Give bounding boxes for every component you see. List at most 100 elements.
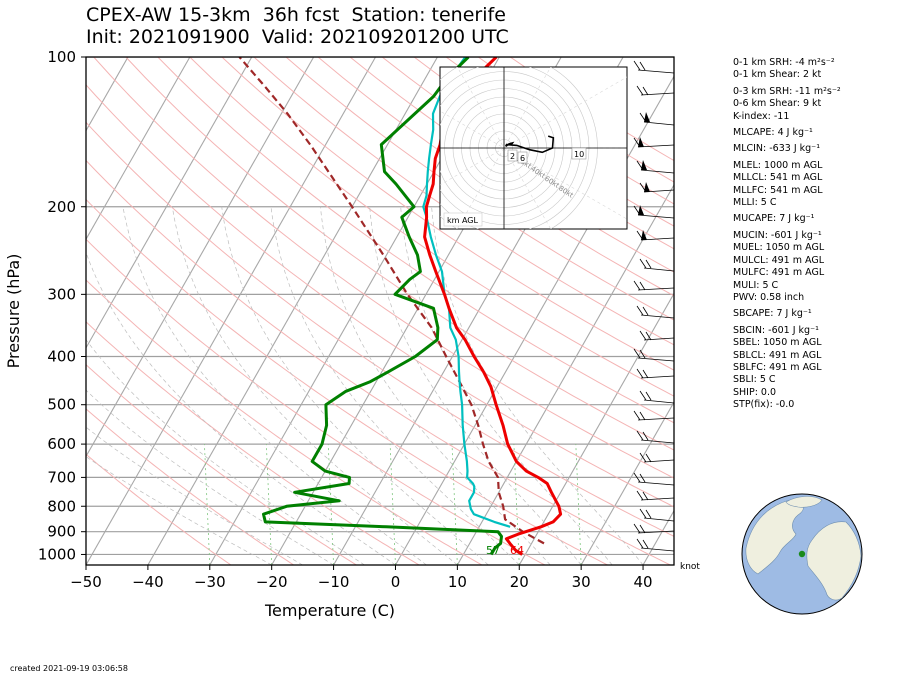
wind-barb-flag: [644, 182, 650, 192]
wind-barb-flag: [638, 137, 644, 147]
wind-barb-flag: [641, 160, 647, 170]
dry-adiabat: [86, 321, 420, 565]
mixing-ratio-line: [513, 444, 520, 565]
hodograph-height-box: [517, 151, 528, 164]
title-line-1: CPEX-AW 15-3km 36h fcst Station: tenerif…: [86, 4, 506, 26]
wind-barb-staff: [637, 357, 675, 362]
moist-adiabat: [221, 206, 489, 565]
background-lines: [86, 57, 674, 565]
globe-land-greenland: [785, 496, 823, 508]
moist-adiabat: [86, 251, 396, 565]
created-timestamp: created 2021-09-19 03:06:58: [10, 664, 128, 673]
wind-barb-feather: [636, 430, 644, 441]
mixing-ratio-line: [451, 444, 458, 565]
wind-barb-staff: [643, 267, 675, 272]
isotherm-line: [86, 57, 315, 458]
hodograph-trace: [504, 135, 555, 154]
temperature-profile: [423, 57, 563, 556]
wind-barb-feather: [639, 411, 646, 421]
index-row: MLLCL: 541 m AGL: [733, 172, 823, 184]
globe-land-africa-europe: [806, 521, 862, 601]
index-row: MLCAPE: 4 J kg⁻¹: [733, 127, 813, 139]
x-tick-label: 10: [448, 573, 467, 591]
x-tick-label: −10: [318, 573, 350, 591]
wind-barb-feather: [639, 524, 646, 534]
mixing-ratio-line: [389, 444, 396, 565]
wind-barb-feather: [639, 390, 647, 401]
moist-adiabat: [171, 206, 458, 565]
wind-barb-staff: [640, 375, 675, 379]
virtual-profile: [422, 57, 511, 528]
wind-barb-flag: [644, 112, 650, 122]
isotherm-line: [147, 57, 438, 565]
surface-temperature-label: 64: [510, 544, 524, 557]
x-tick-label: 20: [510, 573, 529, 591]
hodograph-label-box: [443, 212, 483, 227]
wind-barb-staff: [640, 497, 675, 501]
isotherm-line: [86, 57, 377, 565]
dry-adiabat: [349, 57, 674, 273]
wind-barb-staff: [640, 439, 675, 444]
barb-unit-label: knot: [680, 562, 700, 572]
wind-barb-feather: [633, 348, 641, 359]
dry-adiabat: [93, 57, 674, 479]
moist-adiabat: [86, 456, 272, 565]
wind-barb-feather: [639, 258, 647, 269]
wind-barb-staff: [637, 69, 675, 74]
hodograph-height-label: 10: [574, 150, 584, 159]
index-row: SBLI: 5 C: [733, 374, 776, 386]
axes: −50 −40 −30 −20 −10 0 10 20 30 40 100 200 300 400 500 6…: [38, 48, 653, 591]
globe-locator: [741, 493, 863, 615]
mixing-ratio-line: [265, 444, 273, 565]
dry-adiabat: [86, 453, 232, 565]
surface-dewpoint-label: 57: [486, 544, 500, 557]
x-tick-label: −50: [70, 573, 102, 591]
dry-adiabat: [221, 57, 674, 371]
plot-frame: [85, 56, 675, 566]
moist-adiabat: [270, 206, 520, 565]
x-axis-label: Temperature (C): [264, 601, 395, 620]
wind-barb-staff: [643, 337, 675, 341]
wind-barb-feather: [645, 391, 652, 401]
wind-barb-feather: [642, 86, 649, 96]
dry-adiabat: [317, 57, 674, 297]
mixing-ratio-line: [204, 444, 211, 565]
index-row: 0-1 km Shear: 2 kt: [733, 69, 822, 81]
wind-barb-feather: [642, 369, 649, 379]
profile-lines: [238, 57, 563, 556]
moist-adiabat: [369, 206, 582, 565]
y-tick-label: 500: [47, 396, 76, 414]
wind-barb-staff: [637, 287, 675, 291]
parcel-profile: [238, 57, 545, 545]
moist-adiabat: [122, 206, 427, 565]
index-row: PWV: 0.58 inch: [733, 291, 805, 303]
wind-barb-staff: [637, 144, 675, 148]
wind-barb-feather: [639, 281, 646, 291]
dry-adiabat: [86, 121, 674, 537]
x-tick-label: 40: [634, 573, 653, 591]
index-row: SBEL: 1050 m AGL: [733, 337, 822, 349]
dry-adiabat: [189, 57, 674, 397]
y-tick-label: 300: [47, 285, 76, 303]
wind-barbs: [633, 60, 675, 552]
isotherm-line: [580, 401, 674, 565]
index-row: MULCL: 491 m AGL: [733, 254, 825, 266]
dry-adiabat: [86, 364, 357, 565]
wind-barb-feather: [639, 349, 646, 359]
hodograph-height-box: [507, 149, 518, 162]
wind-barb-staff: [640, 547, 675, 552]
moist-adiabat: [86, 389, 334, 565]
wind-barb-staff: [637, 481, 675, 486]
y-tick-label: 600: [47, 435, 76, 453]
dry-adiabat: [86, 159, 671, 565]
isotherm-line: [86, 57, 253, 349]
wind-barb-feather: [633, 410, 641, 421]
wind-barb-flag: [641, 230, 647, 240]
wind-barb-feather: [633, 60, 641, 71]
y-tick-label: 700: [47, 468, 76, 486]
y-axis-label: Pressure (hPa): [4, 254, 23, 369]
dry-adiabat: [157, 57, 674, 424]
wind-barb-staff: [640, 314, 675, 319]
wind-barb-feather: [639, 452, 647, 463]
index-row: 0-1 km SRH: -4 m²s⁻²: [733, 57, 835, 68]
